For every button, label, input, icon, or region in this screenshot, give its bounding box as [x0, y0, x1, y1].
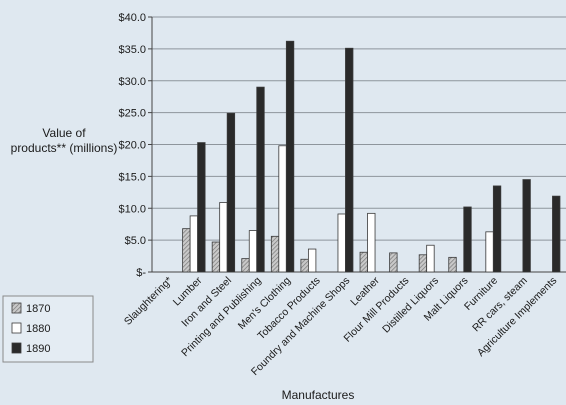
bar-1870-10 — [448, 256, 457, 273]
bar-1870-4 — [270, 235, 280, 273]
legend-label-1870: 1870 — [26, 303, 50, 315]
bar-1890-12 — [522, 179, 531, 273]
bar-1870-7 — [359, 251, 368, 273]
bars — [182, 40, 561, 273]
x-axis-title: Manufactures — [282, 388, 355, 402]
y-tick-label: $35.0 — [118, 44, 146, 56]
bar-1880-5 — [307, 248, 317, 273]
legend-swatch-1890 — [11, 342, 22, 354]
bar-1870-3 — [241, 258, 250, 273]
x-tick-label: Slaughtering* — [122, 275, 175, 328]
legend-swatch-1880 — [11, 322, 22, 334]
bar-1870-2 — [211, 241, 221, 273]
bar-1880-1 — [189, 215, 199, 273]
plot-area — [152, 16, 566, 273]
legend-label-1880: 1880 — [26, 323, 50, 335]
bar-1890-13 — [552, 195, 561, 273]
bar-1870-8 — [389, 252, 398, 273]
bar-1880-2 — [219, 202, 228, 273]
bar-1890-1 — [197, 142, 206, 273]
y-tick-label: $10.0 — [118, 203, 146, 215]
legend-label-1890: 1890 — [26, 343, 50, 355]
bar-1870-1 — [182, 228, 191, 273]
y-tick-label: $20.0 — [118, 140, 146, 152]
bar-1880-11 — [485, 231, 494, 273]
legend: 1870 1880 1890 — [2, 295, 94, 363]
y-tick-label: $25.0 — [118, 108, 146, 120]
legend-swatch-1870 — [11, 302, 22, 314]
bar-1890-4 — [285, 40, 295, 273]
bar-1890-3 — [256, 86, 265, 273]
bar-1890-6 — [345, 47, 354, 273]
bar-1870-9 — [418, 254, 428, 273]
bar-1880-4 — [278, 145, 287, 273]
y-tick-label: $40.0 — [118, 12, 146, 24]
bar-1880-6 — [337, 213, 346, 273]
bar-1890-11 — [492, 185, 502, 273]
y-tick-label: $5.0 — [125, 235, 146, 247]
bar-1890-2 — [226, 112, 236, 273]
y-tick-label: $30.0 — [118, 76, 146, 88]
bar-1890-10 — [463, 206, 472, 273]
y-axis-title-line-1: Value of — [42, 126, 86, 140]
bar-1880-9 — [426, 244, 435, 273]
y-tick-label: $- — [136, 267, 146, 279]
bar-1880-7 — [367, 212, 376, 273]
bar-1880-3 — [248, 230, 258, 273]
bar-1870-5 — [300, 258, 309, 273]
y-axis-title-line-2: products** (millions) — [11, 141, 118, 155]
y-tick-label: $15.0 — [118, 171, 146, 183]
